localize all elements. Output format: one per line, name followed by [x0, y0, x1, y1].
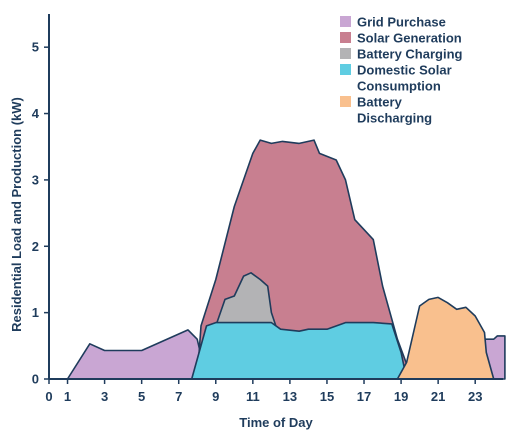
series-area-4 [396, 296, 495, 380]
x-tick-label-6: 11 [246, 389, 260, 404]
y-tick-label-3: 3 [32, 172, 39, 187]
x-tick-label-2: 3 [101, 389, 108, 404]
x-tick-label-1: 1 [64, 389, 71, 404]
y-tick-label-5: 5 [32, 40, 39, 55]
x-tick-label-0: 0 [45, 389, 52, 404]
legend-label-4: Battery Discharging [357, 95, 432, 126]
y-tick-label-1: 1 [32, 305, 39, 320]
y-tick-label-2: 2 [32, 239, 39, 254]
x-tick-label-9: 17 [357, 389, 371, 404]
x-tick-label-10: 19 [394, 389, 408, 404]
x-tick-label-5: 9 [212, 389, 219, 404]
chart-areas [66, 139, 506, 380]
y-tick-label-0: 0 [32, 372, 39, 387]
x-axis-title: Time of Day [239, 415, 313, 430]
x-axis-ticks: 0 1 3 5 7 9 11 13 15 17 19 21 23 [45, 379, 482, 404]
series-area-3 [190, 321, 408, 380]
legend-swatch-3 [340, 64, 351, 75]
legend-label-0: Grid Purchase [357, 15, 446, 30]
legend-label-2: Battery Charging [357, 47, 463, 62]
legend-label-1: Solar Generation [357, 31, 462, 46]
legend-label-3: Domestic Solar Consumption [357, 63, 452, 94]
legend-swatch-2 [340, 48, 351, 59]
x-tick-label-12: 23 [468, 389, 482, 404]
y-tick-label-4: 4 [32, 106, 40, 121]
legend-swatch-4 [340, 96, 351, 107]
x-tick-label-11: 21 [431, 389, 445, 404]
x-tick-label-4: 7 [175, 389, 182, 404]
legend-swatch-1 [340, 32, 351, 43]
y-axis-ticks: 0 1 2 3 4 5 [32, 40, 49, 387]
x-tick-label-8: 15 [320, 389, 334, 404]
x-tick-label-3: 5 [138, 389, 145, 404]
x-tick-label-7: 13 [283, 389, 297, 404]
legend-swatch-0 [340, 16, 351, 27]
y-axis-title: Residential Load and Production (kW) [9, 97, 24, 332]
